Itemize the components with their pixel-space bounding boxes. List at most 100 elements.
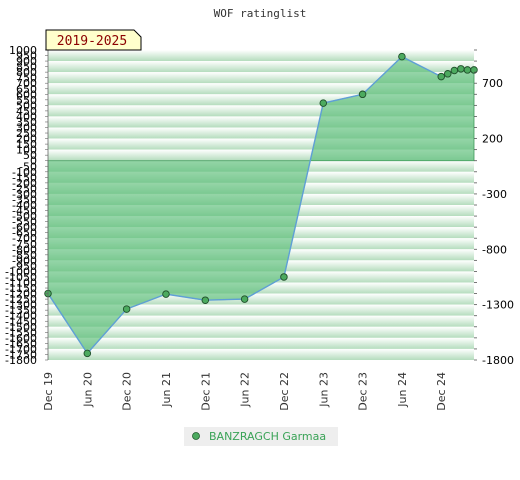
x-tick-label: Dec 24 — [435, 372, 448, 411]
y-tick-label: 700 — [16, 77, 37, 90]
y-tick-label: 0 — [30, 155, 37, 168]
grid-band — [48, 149, 474, 161]
data-point — [444, 70, 452, 78]
period-badge-text: 2019-2025 — [57, 34, 127, 49]
y-tick-label: -200 — [12, 177, 37, 190]
y-tick-label: -1550 — [5, 326, 37, 339]
y-tick-label: 350 — [16, 116, 37, 129]
legend: BANZRAGCH Garmaa — [184, 427, 338, 446]
data-point — [398, 52, 406, 61]
y-tick-label: -1100 — [5, 277, 37, 290]
data-point — [319, 99, 328, 107]
y-tick-label: -850 — [12, 249, 37, 262]
y-tick-label: -400 — [12, 199, 37, 212]
y-tick-label: -1000 — [5, 265, 37, 278]
data-point — [122, 305, 131, 313]
y-tick-label: -1450 — [5, 315, 37, 328]
grid-band — [48, 105, 474, 117]
y-tick-label: -1400 — [5, 310, 37, 323]
y-tick-label: -1250 — [5, 293, 37, 306]
y-tick-label: -1650 — [5, 337, 37, 350]
grid-band — [48, 315, 474, 327]
grid-band — [48, 127, 474, 139]
y-tick-label: 150 — [16, 138, 37, 151]
data-point — [450, 66, 459, 75]
grid-band — [48, 337, 474, 349]
y-tick-label: -1600 — [5, 332, 37, 345]
grid-band — [48, 50, 474, 62]
grid-band — [48, 61, 474, 73]
y-tick-label: 650 — [16, 83, 37, 96]
data-point — [280, 273, 288, 281]
y-tick-label: 500 — [16, 99, 37, 112]
x-tick-label: Jun 20 — [81, 372, 94, 408]
y-tick-label: 300 — [16, 122, 37, 135]
y-tick-label: 850 — [16, 61, 37, 74]
y-tick-label: -700 — [12, 232, 37, 245]
y-tick-label: -600 — [12, 221, 37, 234]
grid-band — [48, 116, 474, 128]
grid-band — [48, 348, 474, 360]
y-tick-label: 400 — [16, 110, 37, 123]
y-tick-label: -1300 — [5, 299, 37, 312]
data-point — [83, 349, 92, 358]
x-tick-label: Jun 23 — [317, 372, 330, 408]
y-tick-label: -1200 — [5, 288, 37, 301]
y-tick-label: -900 — [12, 254, 37, 267]
x-tick-label: Jun 21 — [160, 372, 173, 408]
y-tick-label: 50 — [23, 149, 37, 162]
y-tick-label: 550 — [16, 94, 37, 107]
x-tick-label: Jun 24 — [396, 372, 409, 408]
grid-band — [48, 326, 474, 338]
y-right-tick-label: 200 — [482, 133, 503, 146]
data-point — [437, 72, 445, 81]
y-tick-label: -150 — [12, 171, 37, 184]
y-tick-label: -550 — [12, 216, 37, 229]
y-tick-label: -450 — [12, 205, 37, 218]
data-point — [457, 65, 465, 73]
y-tick-label: -1350 — [5, 304, 37, 317]
y-tick-label: 100 — [16, 144, 37, 157]
grid-band — [48, 72, 474, 84]
y-tick-label: 950 — [16, 50, 37, 63]
y-right-tick-label: 700 — [482, 77, 503, 90]
grid-band — [48, 293, 474, 305]
x-tick-label: Dec 21 — [199, 372, 212, 411]
y-tick-label: 900 — [16, 55, 37, 68]
y-tick-label: 1000 — [9, 44, 37, 57]
y-tick-label: -250 — [12, 182, 37, 195]
legend-label: BANZRAGCH Garmaa — [209, 430, 326, 443]
y-right-tick-label: -1300 — [482, 299, 514, 312]
data-point — [201, 296, 210, 304]
data-point — [162, 290, 170, 298]
y-tick-label: -650 — [12, 227, 37, 240]
x-tick-label: Dec 19 — [42, 372, 55, 411]
y-tick-label: -1750 — [5, 348, 37, 361]
y-axis-left: 1000950900850800750700650600550500450400… — [5, 44, 49, 367]
x-tick-label: Dec 23 — [357, 372, 370, 411]
y-axis-right: 700 200 -300 -800 -1300 -1800 — [474, 49, 514, 367]
y-tick-label: 250 — [16, 127, 37, 140]
data-point — [240, 295, 249, 303]
grid-band — [48, 304, 474, 316]
y-tick-label: 600 — [16, 88, 37, 101]
chart-title: WOF ratinglist — [214, 7, 307, 20]
x-tick-label: Jun 22 — [239, 372, 252, 408]
y-tick-label: 200 — [16, 133, 37, 146]
y-right-tick-label: -300 — [482, 188, 507, 201]
x-axis: Dec 19 Jun 20 Dec 20 Jun 21 Dec 21 Jun 22 Dec … — [42, 372, 448, 411]
y-tick-label: -1500 — [5, 321, 37, 334]
y-tick-label: -300 — [12, 188, 37, 201]
data-point — [463, 66, 472, 74]
y-tick-label: -50 — [19, 160, 37, 173]
period-badge: 2019-2025 — [45, 29, 142, 51]
y-tick-label: 800 — [16, 66, 37, 79]
y-tick-label: 450 — [16, 105, 37, 118]
grid-band — [48, 94, 474, 106]
y-tick-label: -750 — [12, 238, 37, 251]
y-tick-label: -1150 — [5, 282, 37, 295]
y-tick-label: -950 — [12, 260, 37, 273]
y-tick-label: -1700 — [5, 343, 37, 356]
y-tick-label: -800 — [12, 243, 37, 256]
y-tick-label: -500 — [12, 210, 37, 223]
